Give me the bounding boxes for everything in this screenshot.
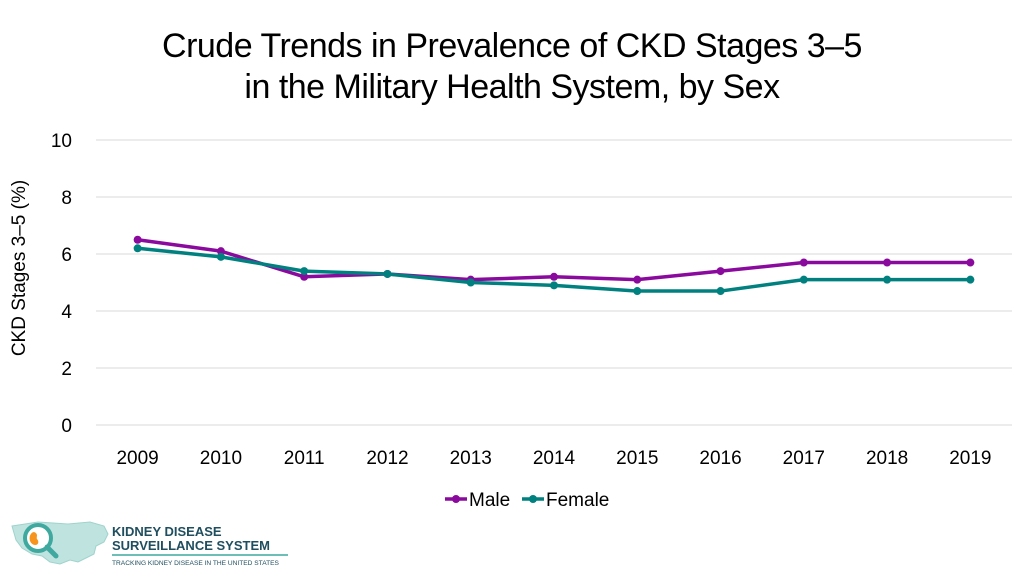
data-point-male — [633, 275, 642, 284]
y-tick-label: 6 — [61, 245, 72, 266]
x-tick-label: 2017 — [783, 448, 825, 469]
y-tick-label: 0 — [61, 416, 72, 437]
data-point-female — [383, 269, 392, 278]
data-point-male — [883, 258, 892, 267]
data-point-male — [133, 235, 142, 244]
x-tick-label: 2009 — [116, 448, 158, 469]
legend: Male Female — [445, 490, 609, 511]
x-tick-label: 2016 — [699, 448, 741, 469]
data-point-male — [716, 267, 725, 276]
data-point-female — [966, 275, 975, 284]
y-axis-ticks: 0 2 4 6 8 10 — [51, 131, 73, 437]
series-lines — [133, 235, 975, 296]
legend-label-female: Female — [546, 490, 609, 511]
gridlines — [96, 139, 1012, 426]
data-point-female — [633, 287, 642, 296]
data-point-female — [799, 275, 808, 284]
x-tick-label: 2012 — [366, 448, 408, 469]
x-tick-label: 2013 — [450, 448, 492, 469]
data-point-female — [883, 275, 892, 284]
logo-tagline: TRACKING KIDNEY DISEASE IN THE UNITED ST… — [112, 560, 280, 567]
y-tick-label: 4 — [61, 302, 72, 323]
data-point-male — [216, 247, 225, 256]
magnifier-icon — [23, 523, 53, 553]
legend-dot-male — [452, 495, 460, 503]
data-point-female — [133, 244, 142, 253]
x-tick-label: 2011 — [284, 448, 325, 469]
x-tick-label: 2019 — [949, 448, 991, 469]
page-title-line-2: in the Military Health System, by Sex — [244, 68, 780, 106]
x-tick-label: 2018 — [866, 448, 908, 469]
data-point-male — [550, 272, 558, 281]
data-point-male — [799, 258, 808, 267]
data-point-female — [716, 287, 725, 296]
data-point-female — [550, 281, 558, 290]
x-axis-ticks: 2009 2010 2011 2012 2013 2014 2015 2016 2017 2018… — [116, 448, 991, 469]
x-tick-label: 2010 — [200, 448, 242, 469]
kidney-icon — [29, 532, 39, 545]
legend-label-male: Male — [469, 490, 510, 511]
y-tick-label: 8 — [61, 188, 72, 209]
logo-line-1: KIDNEY DISEASE — [112, 524, 222, 539]
page-title: Crude Trends in Prevalence of CKD Stages… — [0, 26, 1024, 108]
kdss-logo: KIDNEY DISEASE SURVEILLANCE SYSTEM TRACK… — [8, 516, 298, 572]
data-point-female — [216, 252, 225, 261]
legend-dot-female — [529, 495, 537, 503]
y-tick-label: 10 — [51, 131, 72, 152]
page-title-line-1: Crude Trends in Prevalence of CKD Stages… — [162, 27, 862, 65]
data-point-male — [966, 258, 975, 267]
y-tick-label: 2 — [61, 359, 72, 380]
logo-line-2: SURVEILLANCE SYSTEM — [112, 538, 270, 553]
data-point-female — [300, 267, 309, 276]
kdss-logo-graphic: KIDNEY DISEASE SURVEILLANCE SYSTEM TRACK… — [11, 521, 288, 567]
data-point-male — [300, 272, 309, 281]
x-tick-label: 2014 — [533, 448, 576, 469]
data-point-female — [466, 278, 475, 287]
x-tick-label: 2015 — [616, 448, 658, 469]
y-axis-label: CKD Stages 3–5 (%) — [9, 180, 30, 356]
